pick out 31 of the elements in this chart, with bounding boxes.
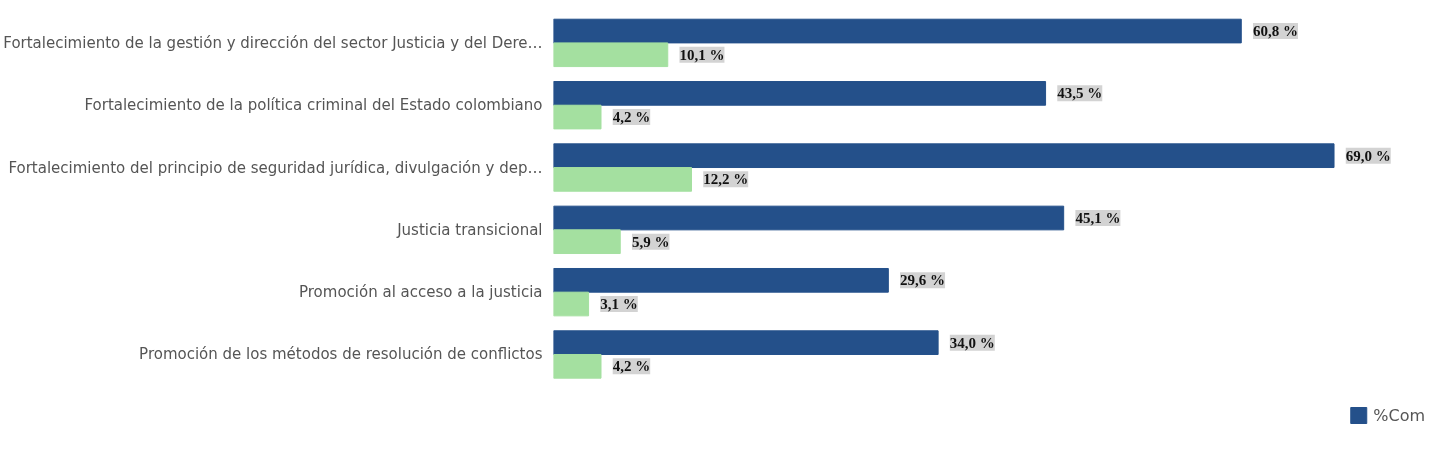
bar (553, 205, 1065, 231)
data-label: 3,1 % (600, 296, 638, 313)
data-label: 34,0 % (949, 334, 995, 351)
bar (553, 330, 939, 355)
data-label: 60,8 % (1252, 23, 1298, 40)
bar (553, 104, 602, 130)
y-tick-label: Fortalecimiento de la política criminal del Estado colombiano (84, 96, 543, 115)
bar (553, 291, 590, 317)
bar (553, 18, 1242, 44)
bar (553, 42, 669, 68)
data-label: 43,5 % (1057, 85, 1103, 102)
data-label: 4,2 % (612, 109, 651, 126)
bar (553, 143, 1335, 169)
bar (553, 81, 1047, 106)
data-label: 10,1 % (679, 46, 725, 63)
bar (553, 267, 889, 293)
bar (553, 167, 693, 192)
data-label: 69,0 % (1345, 147, 1391, 164)
data-label: 29,6 % (900, 272, 946, 289)
legend-label: %Com (1373, 405, 1425, 425)
data-label: 12,2 % (703, 171, 749, 188)
data-label: 45,1 % (1075, 210, 1121, 227)
data-label: 5,9 % (631, 233, 670, 250)
y-tick-label: Justicia transicional (396, 220, 543, 239)
y-tick-label: Promoción de los métodos de resolución de conflictos (139, 345, 543, 364)
bar (553, 353, 602, 379)
bar (553, 229, 621, 255)
y-tick-label: Promoción al acceso a la justicia (299, 283, 543, 302)
y-tick-label: Fortalecimiento de la gestión y dirección del sector Justicia y del Dere… (3, 33, 543, 52)
data-label: 4,2 % (612, 358, 651, 375)
y-tick-label: Fortalecimiento del principio de seguridad jurídica, divulgación y dep… (8, 158, 543, 177)
